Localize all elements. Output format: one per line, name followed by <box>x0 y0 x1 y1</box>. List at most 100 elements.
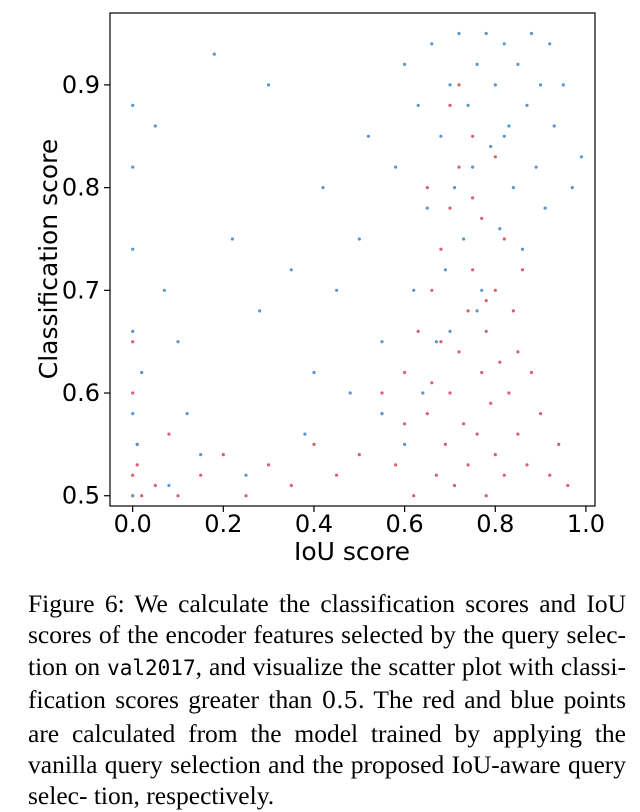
red-point <box>511 309 515 313</box>
blue-point <box>443 268 447 272</box>
y-axis-label: Classification score <box>34 139 63 380</box>
blue-point <box>162 288 166 292</box>
red-point <box>493 288 497 292</box>
blue-point <box>475 62 479 66</box>
x-tick-label: 0.8 <box>476 510 514 538</box>
blue-series <box>131 31 584 498</box>
blue-point <box>457 31 461 36</box>
caption-dataset-name: val2017 <box>107 655 196 680</box>
blue-point <box>131 247 135 251</box>
blue-point <box>529 31 534 36</box>
blue-point <box>131 165 135 169</box>
red-point <box>466 309 470 313</box>
blue-point <box>480 288 484 292</box>
blue-point <box>394 165 398 169</box>
red-point <box>403 422 407 426</box>
blue-point <box>502 42 506 46</box>
caption-threshold-value: 0.5 <box>321 688 359 715</box>
red-point <box>131 340 135 344</box>
blue-point <box>244 473 248 477</box>
blue-point <box>516 62 520 66</box>
red-point <box>153 483 157 488</box>
blue-point <box>380 340 384 344</box>
blue-point <box>421 391 425 395</box>
blue-point <box>153 124 157 128</box>
blue-point <box>507 124 511 128</box>
caption-line-6: query selection and the proposed IoU-awa… <box>28 750 626 811</box>
blue-point <box>430 42 434 46</box>
blue-point <box>511 186 515 190</box>
blue-point <box>267 83 271 87</box>
red-point <box>475 432 479 436</box>
red-point <box>131 391 135 395</box>
red-point <box>452 483 457 488</box>
y-tick-label: 0.5 <box>62 482 100 510</box>
blue-point <box>570 186 574 190</box>
red-point <box>520 268 525 272</box>
blue-point <box>303 432 307 436</box>
blue-point <box>539 83 543 87</box>
blue-point <box>212 52 216 56</box>
blue-point <box>448 83 452 87</box>
blue-point <box>561 83 565 87</box>
blue-point <box>412 288 416 292</box>
red-point <box>484 329 488 333</box>
x-tick-label: 0.6 <box>386 510 424 538</box>
red-point <box>493 155 497 159</box>
blue-point <box>493 83 497 87</box>
red-point <box>199 473 203 477</box>
red-point <box>480 216 484 220</box>
blue-point <box>312 370 316 375</box>
caption-line-4-start: fication scores greater than <box>28 685 322 715</box>
blue-point <box>462 237 466 241</box>
y-tick-label: 0.8 <box>62 174 100 202</box>
red-point <box>267 463 271 467</box>
blue-point <box>289 268 293 272</box>
red-point <box>335 473 339 477</box>
red-point <box>557 442 561 446</box>
red-point <box>416 329 420 333</box>
red-point <box>135 463 139 467</box>
blue-point <box>548 42 552 46</box>
blue-point <box>416 103 420 107</box>
blue-point <box>131 412 135 416</box>
red-point <box>484 494 488 498</box>
red-point <box>357 453 361 457</box>
plot-background <box>110 13 595 506</box>
blue-point <box>366 134 370 138</box>
caption-line-3-start: tion on <box>28 651 108 681</box>
red-point <box>131 473 135 477</box>
red-point <box>221 453 225 457</box>
red-point <box>502 237 506 241</box>
blue-point <box>131 494 135 498</box>
red-point <box>471 196 475 200</box>
blue-point <box>140 370 144 375</box>
blue-point <box>434 340 438 344</box>
red-point <box>403 370 407 375</box>
red-point <box>140 494 144 498</box>
blue-point <box>403 442 407 446</box>
x-axis-ticks: 0.0 0.2 0.4 0.6 0.8 1.0 <box>114 506 605 538</box>
red-point <box>466 463 470 467</box>
red-point <box>176 494 180 498</box>
blue-point <box>502 134 506 138</box>
red-point <box>502 473 506 477</box>
red-point <box>289 483 293 488</box>
x-tick-label: 0.2 <box>204 510 242 538</box>
blue-point <box>520 247 525 251</box>
red-point <box>462 422 466 426</box>
blue-point <box>199 453 203 457</box>
red-point <box>448 206 452 210</box>
red-point <box>457 83 461 87</box>
red-point <box>516 350 520 354</box>
blue-point <box>452 186 457 190</box>
blue-point <box>321 186 325 190</box>
scatter-chart: 0.0 0.2 0.4 0.6 0.8 1.0 0.5 0.6 0.7 0.8 0.9 IoU s… <box>34 12 605 566</box>
red-series <box>131 83 570 498</box>
y-tick-label: 0.7 <box>62 276 100 304</box>
red-point <box>566 483 570 488</box>
red-point <box>539 412 543 416</box>
x-axis-label: IoU score <box>294 537 410 566</box>
blue-point <box>484 31 488 36</box>
blue-point <box>552 124 556 128</box>
